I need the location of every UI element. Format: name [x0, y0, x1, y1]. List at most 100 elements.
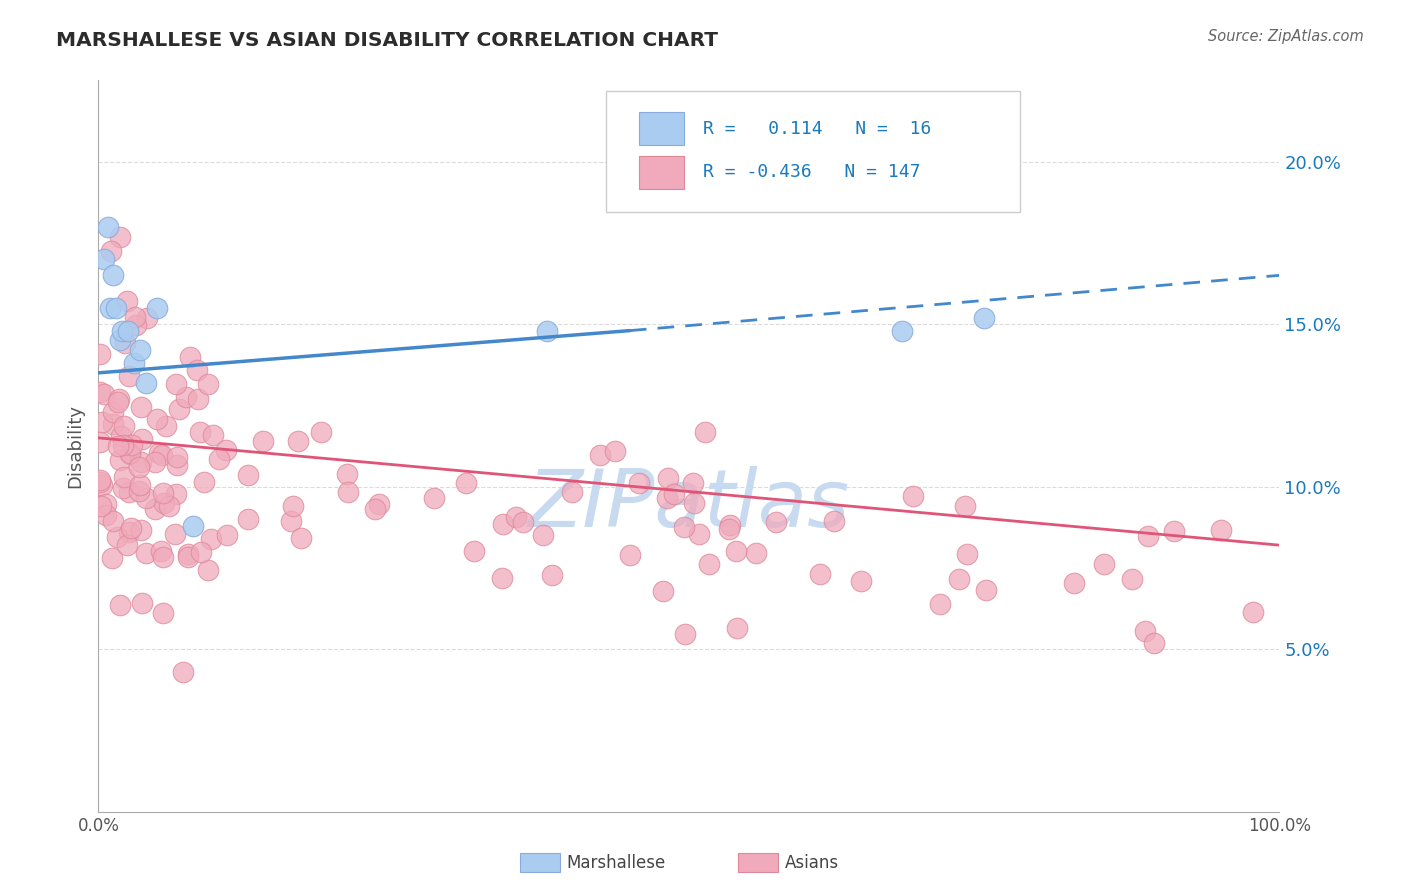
- Point: [122, 356, 145, 370]
- Point: [131, 596, 153, 610]
- Bar: [640, 156, 685, 188]
- Point: [1137, 529, 1160, 543]
- Point: [128, 484, 150, 499]
- Point: [1063, 576, 1085, 591]
- Point: [725, 621, 748, 635]
- Point: [725, 543, 748, 558]
- Point: [114, 335, 136, 350]
- Point: [117, 293, 139, 308]
- Point: [135, 546, 157, 560]
- Point: [651, 583, 673, 598]
- Point: [336, 467, 359, 481]
- Point: [101, 550, 124, 565]
- Point: [179, 350, 201, 364]
- Point: [177, 550, 200, 565]
- Point: [215, 443, 238, 458]
- Point: [93, 387, 115, 401]
- Point: [252, 434, 274, 448]
- Point: [463, 543, 485, 558]
- Point: [131, 433, 153, 447]
- Point: [688, 527, 710, 541]
- Point: [135, 491, 157, 506]
- Point: [290, 531, 312, 545]
- Point: [166, 458, 188, 473]
- Point: [105, 301, 128, 315]
- Point: [491, 517, 513, 532]
- Point: [948, 572, 970, 586]
- Point: [150, 544, 173, 558]
- Point: [165, 527, 187, 541]
- Point: [118, 525, 141, 540]
- Point: [136, 311, 159, 326]
- Point: [129, 524, 152, 538]
- Point: [657, 471, 679, 485]
- Point: [124, 310, 146, 324]
- Point: [155, 418, 177, 433]
- Point: [1209, 523, 1232, 537]
- Point: [1133, 624, 1156, 638]
- Point: [662, 487, 685, 501]
- Text: Asians: Asians: [785, 854, 838, 871]
- Point: [683, 496, 706, 510]
- Point: [94, 508, 117, 523]
- Point: [193, 475, 215, 489]
- Point: [120, 446, 142, 460]
- Point: [118, 485, 141, 500]
- Point: [188, 425, 211, 440]
- Point: [118, 369, 141, 384]
- Point: [673, 627, 696, 641]
- Point: [1143, 636, 1166, 650]
- Point: [108, 453, 131, 467]
- Point: [236, 512, 259, 526]
- Point: [973, 310, 995, 325]
- Point: [166, 450, 188, 464]
- Point: [129, 455, 152, 469]
- Point: [117, 324, 139, 338]
- Point: [111, 438, 134, 452]
- Text: Marshallese: Marshallese: [567, 854, 666, 871]
- Point: [165, 377, 187, 392]
- Point: [589, 448, 612, 462]
- Point: [208, 452, 231, 467]
- Point: [541, 567, 564, 582]
- Point: [505, 509, 527, 524]
- Point: [115, 539, 138, 553]
- Point: [89, 435, 111, 450]
- Point: [174, 390, 197, 404]
- Point: [129, 401, 152, 415]
- Y-axis label: Disability: Disability: [66, 404, 84, 488]
- Point: [89, 385, 111, 400]
- Point: [197, 377, 219, 392]
- Point: [96, 497, 118, 511]
- Point: [90, 415, 112, 429]
- Point: [1092, 557, 1115, 571]
- Text: ZIPatlas: ZIPatlas: [527, 466, 851, 543]
- FancyBboxPatch shape: [606, 91, 1019, 212]
- Point: [215, 527, 238, 541]
- Point: [628, 475, 651, 490]
- Text: Source: ZipAtlas.com: Source: ZipAtlas.com: [1208, 29, 1364, 44]
- Point: [111, 324, 134, 338]
- Point: [901, 489, 924, 503]
- Point: [110, 429, 132, 443]
- Point: [928, 598, 950, 612]
- Point: [718, 518, 741, 533]
- Point: [956, 547, 979, 561]
- Point: [89, 475, 111, 489]
- Point: [120, 521, 142, 535]
- Point: [200, 533, 222, 547]
- Point: [287, 434, 309, 448]
- Point: [808, 566, 831, 581]
- Point: [422, 491, 444, 505]
- Point: [603, 444, 626, 458]
- Point: [153, 496, 176, 510]
- Point: [103, 514, 125, 528]
- Point: [974, 582, 997, 597]
- Point: [145, 411, 167, 425]
- Point: [364, 502, 387, 516]
- Point: [561, 485, 583, 500]
- Point: [128, 343, 150, 357]
- Point: [128, 459, 150, 474]
- Point: [682, 476, 704, 491]
- Point: [107, 439, 129, 453]
